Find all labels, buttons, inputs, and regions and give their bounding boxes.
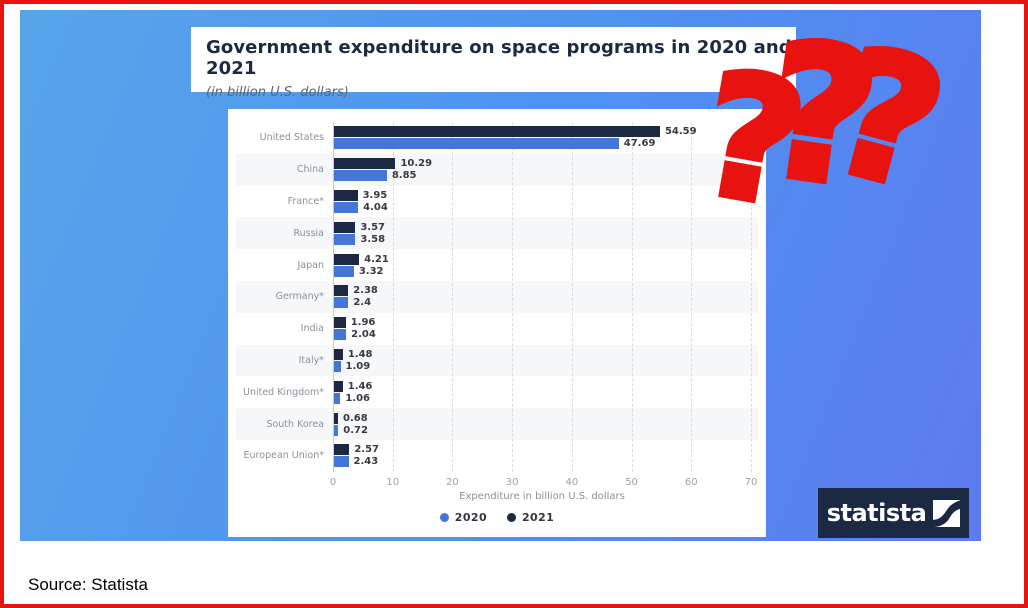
category-label: India xyxy=(300,323,324,335)
bar-2020 xyxy=(334,424,339,436)
x-tick-label: 20 xyxy=(446,476,459,488)
row-stripe xyxy=(236,217,758,250)
bar-2021 xyxy=(334,126,660,138)
bar-value-label: 54.59 xyxy=(664,126,697,138)
statista-logo: statista xyxy=(818,488,969,538)
bar-2020 xyxy=(334,233,356,245)
chart-header: Government expenditure on space programs… xyxy=(191,27,796,100)
category-label: South Korea xyxy=(266,418,324,430)
category-label: Germany* xyxy=(275,291,324,303)
category-label: Russia xyxy=(293,227,324,239)
gridline xyxy=(392,122,394,472)
gridline xyxy=(571,122,573,472)
bar-value-label: 2.04 xyxy=(351,329,376,341)
x-tick-label: 0 xyxy=(329,476,337,488)
bar-2020 xyxy=(334,202,359,213)
bar-value-label: 10.29 xyxy=(400,158,433,170)
row-stripe xyxy=(236,408,758,440)
bar-2020 xyxy=(334,297,349,309)
canvas: Government expenditure on space programs… xyxy=(4,4,1024,604)
bar-value-label: 1.46 xyxy=(347,380,373,392)
category-label: France* xyxy=(287,195,324,207)
gridline xyxy=(691,122,693,472)
bar-value-label: 1.96 xyxy=(350,317,376,329)
chart-title: Government expenditure on space programs… xyxy=(206,37,792,79)
chart-legend: 2020 2021 xyxy=(228,511,766,524)
bar-2020 xyxy=(334,265,354,277)
chart-panel: 0 10 20 30 40 50 60 70 United States 54.59 47.69 Ch… xyxy=(228,109,766,537)
gridline xyxy=(631,122,633,472)
bar-value-label: 2.4 xyxy=(353,297,372,309)
gridline xyxy=(512,122,514,472)
category-label: Japan xyxy=(297,259,325,271)
bar-value-label: 47.69 xyxy=(623,138,656,150)
x-tick-label: 60 xyxy=(684,476,698,488)
legend-item-2020: 2020 xyxy=(439,511,487,524)
bar-2020 xyxy=(334,361,341,372)
bar-2021 xyxy=(334,380,343,392)
row-stripe xyxy=(236,153,758,186)
x-tick-label: 50 xyxy=(625,476,638,488)
bar-value-label: 0.72 xyxy=(343,424,368,436)
bar-value-label: 3.32 xyxy=(358,265,384,277)
bar-value-label: 1.06 xyxy=(345,392,371,404)
row-stripe xyxy=(236,281,758,313)
statista-swoosh-icon xyxy=(933,499,961,527)
legend-label: 2021 xyxy=(522,511,555,524)
bar-2020 xyxy=(334,392,341,404)
bar-value-label: 2.38 xyxy=(353,285,378,297)
category-label: United Kingdom* xyxy=(242,386,324,398)
category-label: Italy* xyxy=(298,354,324,366)
bar-value-label: 4.04 xyxy=(363,202,388,213)
bar-2021 xyxy=(334,221,356,233)
chart-subtitle: (in billion U.S. dollars) xyxy=(206,85,349,100)
bar-value-label: 1.48 xyxy=(347,349,373,360)
legend-dot-icon xyxy=(439,513,449,522)
bar-2021 xyxy=(334,158,396,170)
bar-value-label: 1.09 xyxy=(345,361,371,372)
bar-value-label: 2.57 xyxy=(354,444,380,456)
legend-item-2021: 2021 xyxy=(507,511,554,524)
bar-2021 xyxy=(334,190,358,201)
source-text: Source: Statista xyxy=(28,575,149,594)
bar-2020 xyxy=(334,170,387,182)
bar-2021 xyxy=(334,253,360,265)
category-label: European Union* xyxy=(243,450,324,462)
bar-value-label: 3.57 xyxy=(360,221,385,233)
bar-2021 xyxy=(334,444,350,456)
x-tick-label: 30 xyxy=(505,476,519,488)
bar-2021 xyxy=(334,349,343,360)
bar-value-label: 8.85 xyxy=(391,170,417,182)
bar-2021 xyxy=(334,412,339,424)
category-label: United States xyxy=(259,132,324,144)
bar-2020 xyxy=(334,138,619,150)
bar-2021 xyxy=(334,285,349,297)
row-stripe xyxy=(236,344,758,377)
legend-dot-icon xyxy=(507,513,516,522)
x-tick-label: 70 xyxy=(744,476,758,488)
bar-value-label: 4.21 xyxy=(364,253,389,265)
statista-logo-text: statista xyxy=(826,499,927,527)
bar-value-label: 2.43 xyxy=(353,456,379,468)
legend-label: 2020 xyxy=(454,511,487,524)
bar-value-label: 3.95 xyxy=(362,190,388,201)
y-axis-line xyxy=(333,122,334,472)
x-tick-label: 40 xyxy=(565,476,579,488)
bar-2020 xyxy=(334,329,347,341)
category-label: China xyxy=(296,164,324,176)
bar-value-label: 3.58 xyxy=(360,233,386,245)
bar-value-label: 0.68 xyxy=(343,412,368,424)
x-axis-title: Expenditure in billion U.S. dollars xyxy=(459,491,625,502)
gridline xyxy=(751,122,752,472)
gridline xyxy=(452,122,454,472)
bar-2021 xyxy=(334,317,346,329)
bar-2020 xyxy=(334,456,349,468)
x-tick-label: 10 xyxy=(386,476,400,488)
